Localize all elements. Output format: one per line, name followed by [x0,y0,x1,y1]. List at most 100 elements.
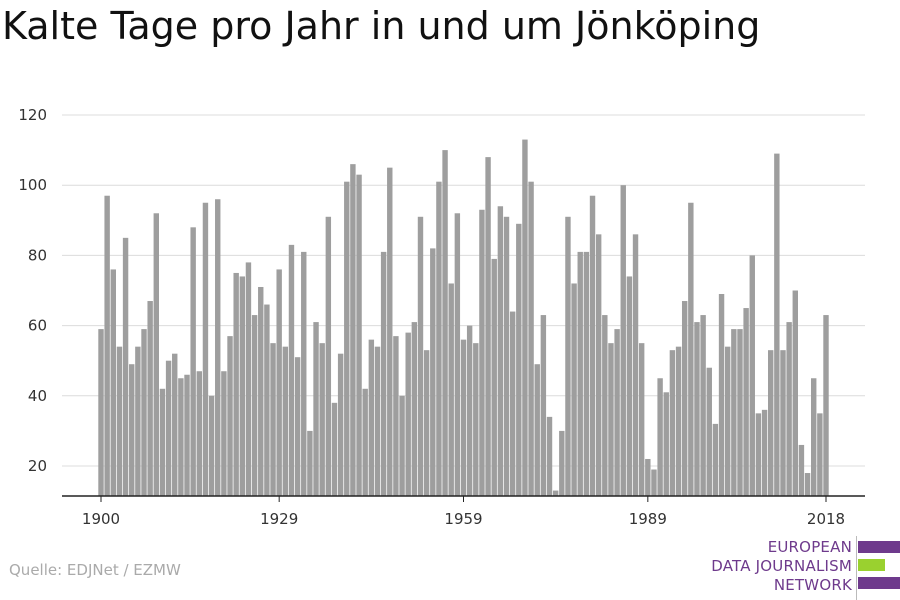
bar-1910 [159,388,166,496]
bar-1999 [706,367,712,496]
bar-1963 [485,157,491,496]
bar-1960 [466,325,473,496]
bar-1984 [614,329,620,496]
bar-1929 [276,269,282,496]
bar-1934 [307,430,313,496]
bar-1986 [626,276,633,496]
bar-2015 [804,473,811,496]
bar-1995 [681,301,688,496]
bar-1973 [546,416,553,496]
bar-1964 [491,258,497,496]
x-tick-label: 2018 [807,510,845,528]
bar-1958 [454,213,461,496]
bar-1922 [233,272,239,496]
bar-1914 [184,374,190,496]
bar-1936 [319,343,325,496]
bar-1948 [393,336,399,496]
logo-divider [856,536,857,600]
bar-1955 [436,181,442,496]
y-tick-label: 100 [18,176,47,194]
bar-2002 [724,346,731,496]
bar-2000 [712,423,719,496]
bar-1926 [258,286,264,496]
bar-1961 [473,343,479,496]
bar-1954 [430,248,436,496]
logo-text-line-2: DATA JOURNALISM [711,557,852,575]
bar-1930 [282,346,289,496]
bar-2010 [774,153,780,497]
bar-1990 [651,469,657,496]
bar-1900 [98,329,104,496]
bar-1989 [645,458,651,496]
bar-1949 [399,395,405,496]
logo-bar-2 [858,559,885,571]
bar-1996 [688,202,694,496]
logo-text-line-1: EUROPEAN [767,538,852,556]
bar-1952 [417,216,424,497]
bar-1907 [141,329,147,496]
bar-1923 [239,276,246,496]
bar-1941 [350,164,356,496]
bar-1933 [301,251,307,496]
bar-2007 [755,413,762,496]
bar-2016 [811,378,817,496]
bar-2011 [780,350,786,496]
bar-1938 [331,402,338,496]
x-tick-label: 1959 [444,510,482,528]
x-tick-label: 1989 [629,510,667,528]
bar-1968 [516,223,522,496]
bar-2006 [749,255,755,496]
bar-1925 [251,315,258,496]
bar-1904 [122,237,129,496]
bar-1966 [503,216,510,497]
bar-1927 [264,304,270,496]
bar-1959 [460,339,467,496]
bar-1905 [129,364,135,496]
bar-1981 [595,234,602,496]
bar-1917 [202,202,209,496]
bar-1991 [657,378,663,496]
bar-1997 [694,322,700,496]
bar-2018 [823,315,829,496]
bar-1965 [497,206,504,496]
y-axis-ticks: 20 40 60 80 100 120 [18,106,47,475]
bar-1987 [632,234,639,496]
y-tick-label: 80 [28,246,47,264]
bar-1902 [110,269,116,496]
bar-1956 [442,150,448,496]
bar-1928 [270,343,276,496]
bar-1950 [405,332,411,496]
bar-1957 [448,283,454,496]
bar-1931 [288,244,295,496]
bars [98,139,829,497]
bar-1945 [374,346,381,496]
bar-1979 [583,251,590,496]
bar-1908 [147,301,153,496]
bar-2009 [768,350,774,496]
logo-text-line-3: NETWORK [773,576,852,594]
bar-1953 [423,350,430,496]
bar-1980 [589,195,596,497]
logo-bar-1 [858,541,900,553]
chart-title: Kalte Tage pro Jahr in und um Jönköping [2,4,761,48]
bar-1901 [104,195,110,497]
bar-1967 [509,311,516,496]
bar-1943 [362,388,368,496]
bar-1916 [196,371,203,496]
bar-2008 [761,409,768,496]
bar-1972 [540,315,547,496]
bar-1940 [344,181,350,496]
bar-1932 [294,357,301,496]
bar-1944 [368,339,375,496]
bar-1971 [534,364,540,496]
bar-2004 [737,329,743,496]
x-axis-ticks: 1900 1929 1959 1989 2018 [82,496,845,528]
bar-1993 [669,350,676,496]
bar-2001 [718,294,725,496]
bar-1906 [135,346,141,496]
bar-1976 [565,216,571,497]
bar-1994 [675,346,682,496]
bar-1935 [313,322,319,496]
bar-1921 [227,336,233,496]
